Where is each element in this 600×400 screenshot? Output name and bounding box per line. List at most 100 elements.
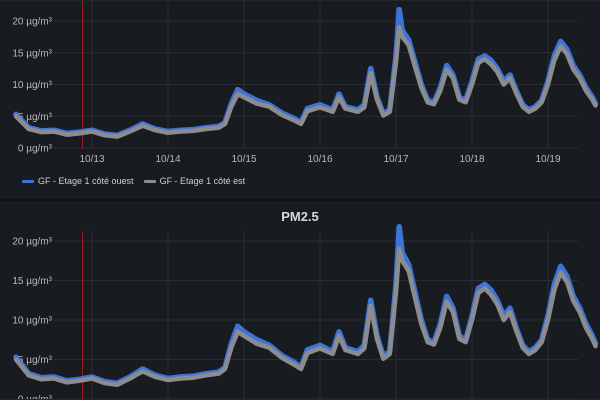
data-point — [369, 298, 373, 302]
data-point — [191, 376, 195, 380]
data-point — [584, 326, 588, 330]
data-point — [495, 70, 499, 74]
data-point — [540, 340, 544, 344]
data-point — [293, 119, 297, 123]
data-point — [242, 330, 246, 334]
data-point — [540, 100, 544, 104]
legend-swatch-ouest — [22, 179, 34, 183]
legend-item-est[interactable]: GF - Etage 1 côté est — [143, 176, 246, 186]
data-point — [77, 131, 81, 135]
data-point — [407, 269, 411, 273]
data-point — [52, 376, 56, 381]
data-point — [457, 337, 461, 341]
x-tick-label: 10/16 — [307, 154, 332, 165]
data-point — [255, 102, 259, 106]
legend-label-est: GF - Etage 1 côté est — [159, 176, 246, 186]
data-point — [331, 352, 335, 356]
data-point — [521, 105, 525, 109]
data-point — [559, 39, 563, 43]
data-point — [343, 107, 347, 111]
data-point — [426, 340, 430, 344]
y-tick-label: 10 µg/m³ — [12, 80, 52, 91]
data-point — [533, 348, 537, 352]
data-point — [445, 300, 449, 304]
series-line-est[interactable] — [13, 25, 598, 139]
data-point — [204, 127, 208, 131]
chart-panel-top: 0 µg/m³ 5 µg/m³ 10 µg/m³ 15 µg/m³ 20 µg/m³ 10… — [0, 0, 600, 198]
data-point — [508, 76, 512, 80]
data-point — [236, 330, 240, 334]
y-tick-label: 5 µg/m³ — [18, 355, 53, 366]
series-line-est[interactable] — [13, 246, 598, 388]
data-point — [483, 282, 487, 286]
data-point — [115, 135, 119, 139]
panel-title[interactable]: PM2.5 — [281, 209, 319, 224]
data-point — [14, 114, 18, 118]
data-point — [445, 68, 449, 72]
data-point — [502, 82, 506, 87]
data-point — [578, 76, 582, 80]
y-tick-label: 15 µg/m³ — [12, 48, 52, 59]
data-point — [521, 346, 525, 350]
data-point — [337, 92, 341, 96]
data-point — [128, 376, 132, 381]
data-point — [495, 302, 499, 306]
data-point — [39, 130, 43, 134]
data-point — [476, 61, 480, 65]
y-tick-label: 10 µg/m³ — [12, 316, 52, 327]
y-tick-label: 0 µg/m³ — [18, 144, 53, 155]
data-point — [255, 342, 259, 346]
data-point — [153, 128, 157, 132]
data-point — [489, 293, 493, 297]
chart-top: 0 µg/m³ 5 µg/m³ 10 µg/m³ 15 µg/m³ 20 µg/m³ 10… — [12, 1, 599, 165]
data-point — [141, 369, 145, 373]
data-point — [457, 98, 461, 102]
data-point — [337, 95, 341, 99]
data-point — [337, 334, 341, 338]
data-point — [590, 98, 594, 102]
data-point — [407, 43, 411, 47]
data-point — [552, 288, 556, 292]
data-point — [223, 122, 227, 126]
data-point — [141, 124, 145, 128]
data-point — [267, 346, 271, 350]
data-point — [305, 109, 309, 113]
data-point — [318, 346, 322, 350]
data-point — [179, 376, 183, 381]
data-point — [166, 378, 170, 382]
x-tick-label: 10/18 — [459, 154, 484, 165]
data-point — [533, 107, 537, 111]
data-point — [369, 71, 373, 75]
data-point — [546, 318, 550, 322]
data-point — [552, 58, 556, 63]
data-point — [559, 264, 563, 268]
data-point — [90, 376, 94, 381]
data-point — [236, 88, 240, 92]
data-point — [166, 131, 170, 135]
data-point — [508, 73, 512, 77]
x-tick-label: 10/15 — [231, 154, 256, 165]
data-point — [464, 100, 468, 104]
data-point — [590, 337, 594, 341]
data-point — [236, 92, 240, 96]
data-point — [153, 375, 157, 379]
data-point — [514, 91, 518, 95]
data-point — [571, 67, 575, 71]
data-point — [445, 63, 449, 68]
data-point — [27, 373, 31, 377]
data-point — [103, 133, 107, 137]
y-tick-label: 5 µg/m³ — [18, 112, 53, 123]
x-tick-label: 10/19 — [535, 154, 560, 165]
data-point — [318, 105, 322, 109]
data-point — [476, 291, 480, 295]
x-tick-label: 10/17 — [383, 154, 408, 165]
data-point — [476, 286, 480, 290]
data-point — [356, 352, 360, 356]
data-point — [419, 86, 423, 90]
data-point — [179, 129, 183, 134]
data-point — [584, 89, 588, 93]
data-point — [305, 351, 309, 355]
data-point — [432, 342, 436, 347]
data-point — [483, 54, 487, 58]
legend-item-ouest[interactable]: GF - Etage 1 côté ouest — [22, 176, 134, 186]
